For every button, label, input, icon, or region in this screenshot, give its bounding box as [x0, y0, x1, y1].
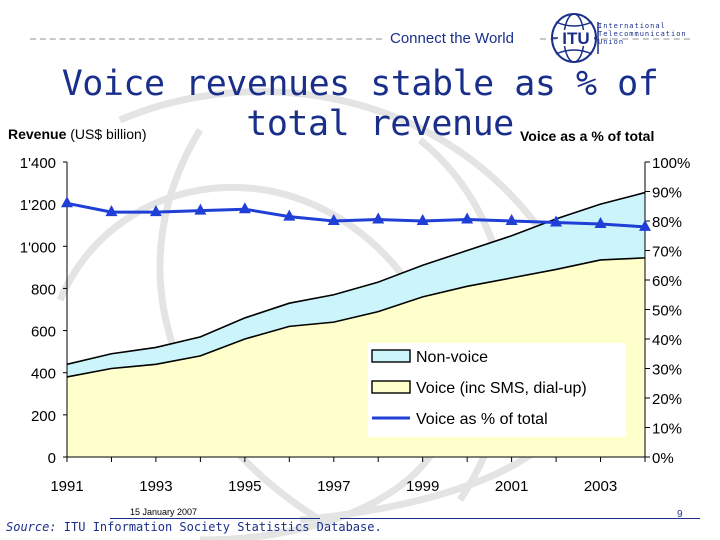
left-tick-label: 800	[31, 281, 56, 298]
logo-abbr: ITU	[562, 29, 589, 48]
legend-voice-label: Voice (inc SMS, dial-up)	[416, 380, 587, 397]
footer-date: 15 January 2007	[130, 507, 198, 517]
non-voice-area	[67, 192, 645, 377]
legend-box	[368, 343, 626, 437]
header-divider-right	[540, 38, 690, 40]
left-axis-title-bold: Revenue	[8, 126, 67, 142]
x-tick-label: 2003	[584, 478, 617, 495]
right-tick-label: 30%	[652, 362, 682, 379]
left-tick-label: 600	[31, 324, 56, 341]
voice-share-marker	[149, 205, 162, 217]
logo-line-2: Telecommunication	[598, 30, 687, 38]
voice-share-marker	[194, 203, 207, 215]
voice-share-marker	[550, 215, 563, 227]
legend-non-voice-swatch	[371, 349, 411, 363]
x-tick-label: 1993	[139, 478, 172, 495]
slide-title-line-1: Voice revenues stable as % of	[61, 64, 659, 104]
left-axis-title: Revenue (US$ billion)	[8, 126, 147, 142]
source-note: Source: ITU Information Society Statisti…	[6, 520, 382, 534]
itu-logo: ITU	[551, 13, 599, 63]
right-tick-label: 80%	[652, 214, 682, 231]
logo-wordmark: International Telecommunication Union	[598, 22, 688, 46]
header-divider-left	[30, 38, 382, 40]
voice-share-marker	[61, 196, 73, 208]
voice-share-marker	[105, 205, 118, 217]
right-tick-label: 40%	[652, 332, 682, 349]
right-tick-label: 70%	[652, 244, 682, 261]
voice-share-marker	[461, 212, 474, 224]
slide-title: Voice revenues stable as % of total reve…	[0, 64, 720, 144]
voice-share-marker	[372, 212, 385, 224]
x-tick-label: 2001	[495, 478, 528, 495]
left-tick-label: 1'400	[20, 155, 56, 172]
x-tick-label: 1991	[50, 478, 83, 495]
left-tick-label: 1'000	[20, 239, 56, 256]
logo-line-1: International	[598, 22, 666, 30]
left-axis-title-rest: (US$ billion)	[66, 126, 147, 142]
footer-divider-left	[110, 518, 320, 519]
left-tick-label: 200	[31, 408, 56, 425]
logo-line-3: Union	[598, 38, 625, 46]
voice-share-marker	[327, 214, 340, 225]
voice-share-marker	[505, 214, 518, 225]
x-tick-label: 1999	[406, 478, 439, 495]
voice-share-marker	[639, 219, 651, 231]
x-tick-label: 1997	[317, 478, 350, 495]
right-tick-label: 0%	[652, 450, 674, 467]
right-axis-title: Voice as a % of total	[520, 128, 655, 144]
legend-voice-share-label: Voice as % of total	[416, 411, 548, 428]
right-tick-label: 20%	[652, 391, 682, 408]
right-tick-label: 50%	[652, 303, 682, 320]
page-number: 9	[677, 509, 683, 520]
legend-non-voice-label: Non-voice	[416, 349, 488, 366]
legend-voice-swatch	[371, 380, 411, 394]
left-tick-label: 1'200	[20, 197, 56, 214]
voice-share-line	[66, 201, 646, 229]
tagline: Connect the World	[390, 30, 514, 47]
left-tick-label: 0	[48, 450, 56, 467]
voice-share-marker	[594, 216, 607, 228]
voice-revenue-outline	[66, 257, 646, 378]
source-label: Source:	[6, 520, 57, 534]
voice-share-marker	[283, 209, 296, 221]
right-tick-label: 100%	[652, 155, 690, 172]
slide-title-line-2: total revenue	[246, 104, 514, 144]
right-tick-label: 60%	[652, 273, 682, 290]
source-text: ITU Information Society Statistics Datab…	[56, 520, 382, 534]
x-tick-label: 1995	[228, 478, 261, 495]
voice-share-marker	[416, 214, 429, 225]
left-tick-label: 400	[31, 366, 56, 383]
right-tick-label: 10%	[652, 421, 682, 438]
voice-share-marker	[238, 202, 251, 214]
footer-divider-right	[340, 518, 700, 519]
right-tick-label: 90%	[652, 185, 682, 202]
